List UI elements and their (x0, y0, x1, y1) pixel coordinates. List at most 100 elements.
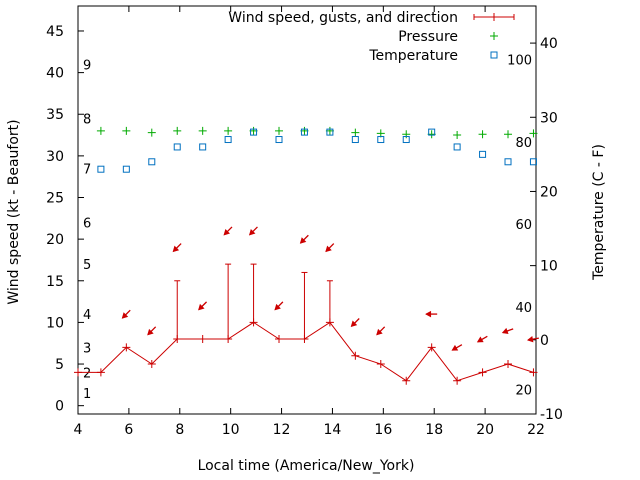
x-axis-label: Local time (America/New_York) (198, 458, 415, 474)
x-tick-label: 12 (273, 422, 291, 438)
arrow-head (350, 320, 358, 328)
beaufort-label: 5 (83, 258, 91, 273)
pressure-point (198, 126, 207, 135)
temperature-point (529, 158, 537, 166)
temperature-point (351, 136, 359, 144)
wind-speed-point (198, 335, 207, 344)
fahrenheit-label: 20 (515, 384, 532, 399)
arrow-head (299, 237, 307, 244)
wind-speed-point (74, 368, 82, 377)
wind-speed-point (122, 343, 131, 352)
wind-speed-point (478, 368, 487, 377)
series-layer (74, 126, 539, 385)
y-right-tick-label: 20 (540, 184, 558, 200)
wind-direction-arrow (147, 326, 157, 336)
wind-speed-point (504, 360, 513, 369)
arrow-head (172, 245, 180, 253)
y-right-tick-label: 30 (540, 110, 558, 126)
wind-direction-arrow (198, 301, 208, 311)
arrow-head (248, 228, 256, 236)
wind-speed-point (402, 376, 411, 385)
pressure-point (529, 129, 538, 138)
legend: Wind speed, gusts, and direction Pressure… (228, 10, 515, 64)
beaufort-label: 4 (83, 308, 91, 323)
y-right-tick-label: 40 (540, 36, 558, 52)
temperature-point (377, 136, 385, 144)
fahrenheit-label: 40 (515, 301, 532, 316)
plot-border (77, 5, 537, 415)
wind-direction-arrow (248, 226, 258, 236)
y-right-tick-label: 10 (540, 259, 558, 275)
y-left-tick-label: 0 (55, 399, 64, 415)
temperature-point (122, 165, 130, 173)
temperature-point (148, 158, 156, 166)
wind-direction-arrow (376, 326, 386, 336)
x-tick-label: 16 (374, 422, 392, 438)
y-left-tick-label: 15 (46, 274, 64, 290)
pressure-point (351, 128, 360, 137)
wind-speed-point (249, 318, 258, 327)
arrow-head (325, 245, 332, 253)
pressure-point (224, 126, 233, 135)
wind-speed-point (173, 335, 182, 344)
y-right-tick-label: -10 (540, 407, 563, 423)
temperature-point (402, 136, 410, 144)
temperature-point (300, 128, 308, 136)
temperature-point (199, 143, 207, 151)
x-tick-label: 10 (222, 422, 240, 438)
y-left-tick-label: 10 (46, 315, 64, 331)
arrow-head (425, 310, 432, 318)
y-left-tick-label: 5 (55, 357, 64, 373)
beaufort-label: 8 (83, 112, 91, 127)
y-left-tick-label: 20 (46, 232, 64, 248)
pressure-point (504, 130, 513, 139)
wind-speed-point (427, 343, 436, 352)
fahrenheit-label: 60 (515, 218, 532, 233)
arrow-head (121, 312, 129, 319)
y-left-tick-label: 40 (46, 66, 64, 82)
plot-frame: 4 6 8 10 12 14 16 18 20 22051015202530354045-1001… (46, 5, 563, 438)
temperature-point (224, 136, 232, 144)
legend-marker (473, 13, 515, 21)
wind-speed-point (376, 360, 385, 369)
legend-marker (490, 51, 498, 59)
arrow-head (223, 228, 230, 236)
y-left-tick-label: 45 (46, 24, 64, 40)
wind-direction-arrow (501, 327, 514, 334)
y-axis-left-label: Wind speed (kt - Beaufort) (6, 119, 22, 304)
legend-marker (490, 32, 498, 40)
fahrenheit-label: 100 (507, 53, 532, 68)
pressure-point (147, 128, 156, 137)
arrow-head (376, 328, 383, 336)
x-tick-label: 6 (124, 422, 133, 438)
temperature-point (326, 128, 334, 136)
wind-speed-point (147, 360, 156, 369)
y-left-tick-label: 25 (46, 191, 64, 207)
wind-direction-arrow (476, 335, 488, 343)
wind-direction-arrow (299, 234, 309, 244)
pressure-point (275, 126, 284, 135)
pressure-point (122, 126, 131, 135)
legend-label: Temperature (368, 48, 458, 64)
temperature-point (504, 158, 512, 166)
wind-speed-point (529, 368, 538, 377)
x-tick-label: 14 (324, 422, 342, 438)
beaufort-label: 9 (83, 58, 91, 73)
legend-label: Wind speed, gusts, and direction (228, 10, 458, 26)
wind-direction-arrow (425, 310, 438, 318)
wind-direction-arrow (451, 344, 463, 351)
pressure-point (173, 126, 182, 135)
arrow-head (147, 328, 154, 336)
y-left-tick-label: 30 (46, 149, 64, 165)
pressure-point (478, 130, 487, 139)
wind-direction-arrow (274, 301, 284, 311)
wind-direction-arrow (350, 318, 360, 328)
temperature-point (479, 150, 487, 158)
wind-direction-arrow (172, 243, 182, 253)
arrow-head (451, 344, 459, 351)
beaufort-label: 3 (83, 341, 91, 356)
beaufort-label: 2 (83, 366, 91, 381)
beaufort-label: 7 (83, 162, 91, 177)
temperature-point (97, 165, 105, 173)
